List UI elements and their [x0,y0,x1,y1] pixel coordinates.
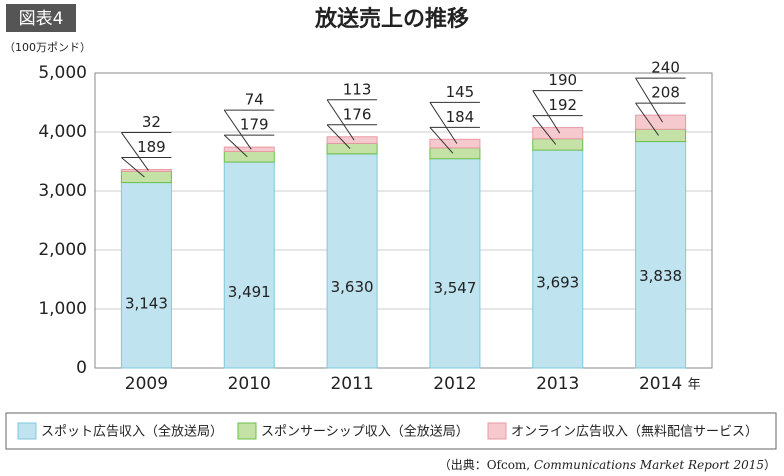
bar-segment [635,114,687,130]
bar-segment [223,150,275,163]
plot-frame [94,72,713,369]
y-tick-label: 0 [76,358,87,378]
bar-segment [532,127,584,140]
badge: 図表4 [19,9,64,29]
bar-segment [120,170,172,184]
y-tick-label: 5,000 [38,63,87,83]
bar-segment [429,158,481,369]
x-tick-label: 2014 [639,374,682,394]
y-tick-label: 4,000 [38,122,87,142]
callout-line [223,109,252,150]
value-label: 3,143 [125,294,168,312]
callout-line [326,99,355,141]
value-label: 113 [343,80,372,98]
legend-label: スポット広告収入（全放送局） [41,424,223,440]
x-unit: 年 [688,378,701,393]
y-unit: （100万ポンド） [4,41,91,54]
bar-segment [429,147,481,160]
badge-bg [6,4,76,32]
value-label: 184 [446,108,475,126]
legend-label: スポンサーシップ収入（全放送局） [261,424,469,440]
bar-segment [635,141,687,369]
y-tick-label: 3,000 [38,181,87,201]
value-label: 176 [343,105,372,123]
bar-segment [326,142,378,155]
callout-line [326,124,351,149]
bar-segment [120,182,172,369]
value-label: 3,491 [228,283,271,301]
bar-segment [120,169,172,172]
bar-segment [635,128,687,143]
callout-line [429,102,458,144]
value-label: 192 [548,96,577,114]
source: （出典：Ofcom, Communications Market Report … [439,458,776,472]
callout-line [121,132,149,171]
callout-line [223,134,248,158]
source-part: Communications Market Report 2015 [534,458,764,472]
legend-label: オンライン広告収入（無料配信サービス） [511,425,758,440]
value-label: 3,630 [331,278,374,296]
y-tick-label: 1,000 [38,299,87,319]
value-label: 3,838 [639,267,682,285]
callout-line [532,90,561,134]
legend-swatch [487,422,507,440]
x-tick-label: 2010 [228,374,271,394]
legend-swatch [17,422,37,440]
value-label: 189 [137,138,166,156]
bar-segment [223,161,275,369]
callout-line [429,126,454,154]
value-label: 240 [651,59,680,77]
value-label: 3,547 [433,279,476,297]
x-tick-label: 2011 [330,374,373,394]
value-label: 208 [651,84,680,102]
callout-line [121,157,145,178]
callout-line [532,115,557,145]
bar-segment [429,138,481,149]
x-tick-label: 2012 [433,374,476,394]
bar-segment [532,138,584,151]
legend-swatch [237,422,257,440]
chart-title: 放送売上の推移 [314,6,469,32]
legend-box [5,412,777,450]
x-tick-label: 2009 [125,374,168,394]
source-part: （出典：Ofcom, [439,458,534,472]
bar-segment [532,149,584,369]
callout-line [635,102,659,136]
value-label: 74 [245,91,264,109]
y-tick-label: 2,000 [38,240,87,260]
x-tick-label: 2013 [536,374,579,394]
source-part: ） [764,458,776,472]
bar-segment [326,153,378,369]
value-label: 3,693 [536,273,579,291]
value-label: 145 [446,83,475,101]
value-label: 32 [142,113,161,131]
bar-segment [223,146,275,152]
value-label: 190 [548,71,577,89]
value-label: 179 [240,116,269,134]
callout-line [635,77,664,123]
